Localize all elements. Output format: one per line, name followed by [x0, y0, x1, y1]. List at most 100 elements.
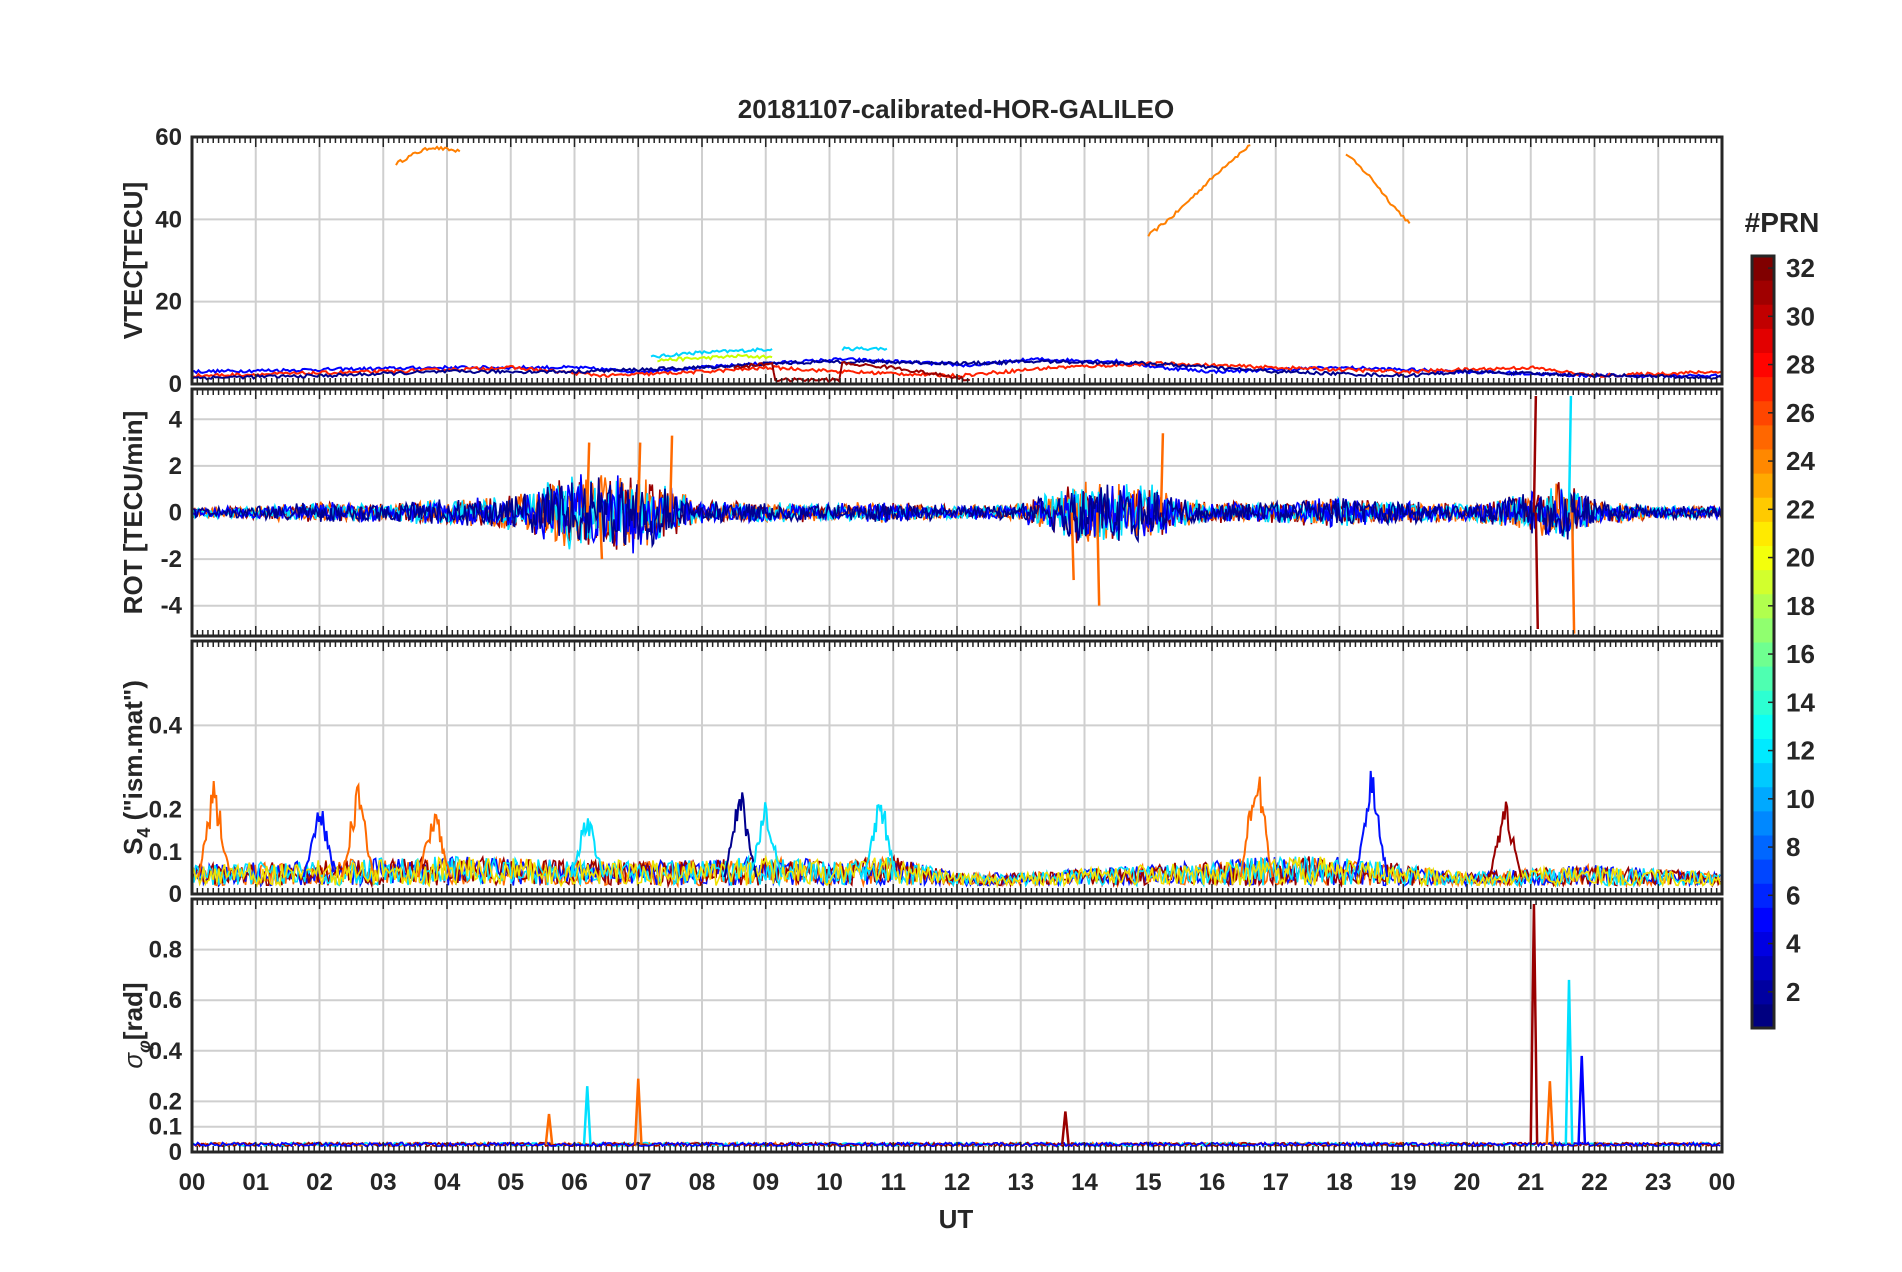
colorbar-swatch: [1752, 473, 1774, 498]
rot-spike: [1570, 512, 1576, 634]
panel-frame: [190, 135, 1724, 386]
x-tick-label: 14: [1071, 1169, 1098, 1196]
colorbar-tick-label: 2: [1786, 977, 1800, 1007]
colorbar-swatch: [1752, 545, 1774, 571]
x-tick-label: 22: [1581, 1169, 1608, 1196]
colorbar-tick-label: 24: [1786, 446, 1815, 476]
colorbar-title: #PRN: [1745, 207, 1820, 238]
s4-peak: [1488, 801, 1523, 878]
series-line-prn-18: [657, 353, 773, 363]
colorbar-tick-label: 30: [1786, 301, 1815, 331]
panel-frame: [190, 897, 1724, 1154]
x-tick-label: 16: [1199, 1169, 1226, 1196]
colorbar-tick-label: 8: [1786, 832, 1800, 862]
panel-frame: [190, 387, 1724, 638]
rot-spike: [1532, 395, 1538, 513]
x-tick-label: 15: [1135, 1169, 1162, 1196]
rot-spike: [1534, 512, 1540, 630]
x-tick-label: 21: [1517, 1169, 1544, 1196]
s4-peak: [570, 818, 605, 878]
y-tick-label: 2: [169, 453, 182, 480]
colorbar-tick-label: 20: [1786, 543, 1815, 573]
series-line-prn-23: [1345, 153, 1411, 224]
colorbar-tick-label: 18: [1786, 591, 1815, 621]
y-tick-label: -2: [161, 546, 182, 573]
colorbar-frame: [1750, 254, 1776, 1030]
s4-peak: [340, 781, 374, 878]
s4-peak: [417, 813, 452, 878]
rot-spike: [668, 435, 674, 513]
sigphi-peak: [582, 1086, 592, 1145]
colorbar-swatch: [1752, 593, 1774, 619]
y-tick-label: 0.2: [149, 797, 182, 824]
rot-spike: [598, 512, 604, 560]
y-axis-label: ROT [TECU/min]: [118, 411, 148, 615]
colorbar-swatch: [1752, 497, 1774, 522]
colorbar-swatch: [1752, 617, 1774, 643]
colorbar-swatch: [1752, 738, 1774, 764]
x-axis-label: UT: [939, 1204, 974, 1234]
panel-vtec: 0 20 40 60 VTEC[TECU]: [118, 124, 1724, 398]
y-tick-label: 0: [169, 1139, 182, 1166]
s4-peak: [197, 781, 230, 878]
x-tick-label: 19: [1390, 1169, 1417, 1196]
panel-frame: [190, 639, 1724, 896]
x-tick-label: 17: [1262, 1169, 1289, 1196]
rot-spike: [1070, 512, 1075, 581]
x-axis: 00 01 02 03 04 05 06 07 08 09 10 11 12 13 14 15 16 17 18 19…: [179, 1169, 1736, 1196]
sigphi-peak: [1545, 1081, 1555, 1145]
colorbar-swatch: [1752, 424, 1774, 450]
x-tick-label: 04: [434, 1169, 461, 1196]
s4-peak: [1354, 770, 1389, 878]
colorbar-swatch: [1752, 979, 1774, 1005]
colorbar-tick-label: 32: [1786, 253, 1815, 283]
colorbar-tick-label: 10: [1786, 784, 1815, 814]
x-tick-label: 09: [752, 1169, 779, 1196]
colorbar-swatch: [1752, 1003, 1774, 1029]
y-tick-label: 20: [155, 289, 182, 316]
colorbar-swatch: [1752, 859, 1774, 884]
s4-peak: [863, 803, 898, 878]
y-axis-label: VTEC[TECU]: [118, 182, 148, 339]
colorbar-swatch: [1752, 810, 1774, 836]
x-tick-label: 08: [689, 1169, 716, 1196]
x-tick-label: 13: [1007, 1169, 1034, 1196]
x-tick-label: 18: [1326, 1169, 1353, 1196]
x-tick-label: 23: [1645, 1169, 1672, 1196]
series-line-prn-31: [733, 361, 970, 384]
y-tick-label: 0.2: [149, 1088, 182, 1115]
colorbar-swatch: [1752, 714, 1774, 739]
x-tick-label: 05: [497, 1169, 524, 1196]
s4-peak: [302, 811, 336, 878]
y-axis-label: σφ[rad]: [118, 982, 154, 1068]
colorbar-swatch: [1752, 690, 1774, 715]
s4-peak: [748, 802, 783, 878]
colorbar-swatch: [1752, 569, 1774, 595]
colorbar-tick-label: 26: [1786, 398, 1815, 428]
y-tick-label: 4: [169, 406, 183, 433]
x-tick-label: 11: [881, 1169, 906, 1196]
y-tick-label: 0.1: [149, 839, 182, 866]
y-tick-label: 0.4: [149, 712, 183, 739]
colorbar-swatch: [1752, 376, 1774, 402]
y-tick-label: 60: [155, 124, 182, 151]
colorbar-swatch: [1752, 280, 1774, 305]
x-tick-label: 12: [944, 1169, 971, 1196]
series-line-prn-20: [192, 854, 1721, 889]
x-tick-label: 10: [816, 1169, 843, 1196]
y-tick-label: 40: [155, 206, 182, 233]
rot-spike: [637, 442, 642, 513]
series-line-prn-23: [395, 145, 461, 166]
colorbar-swatch: [1752, 835, 1774, 860]
rot-spike: [1096, 512, 1101, 606]
s4-peak: [1239, 776, 1274, 878]
rot-spike: [1567, 395, 1573, 513]
x-tick-label: 02: [306, 1169, 333, 1196]
colorbar-tick-label: 6: [1786, 880, 1800, 910]
x-tick-label: 00: [1709, 1169, 1736, 1196]
rot-spike: [586, 442, 591, 513]
colorbar-tick-label: 16: [1786, 639, 1815, 669]
